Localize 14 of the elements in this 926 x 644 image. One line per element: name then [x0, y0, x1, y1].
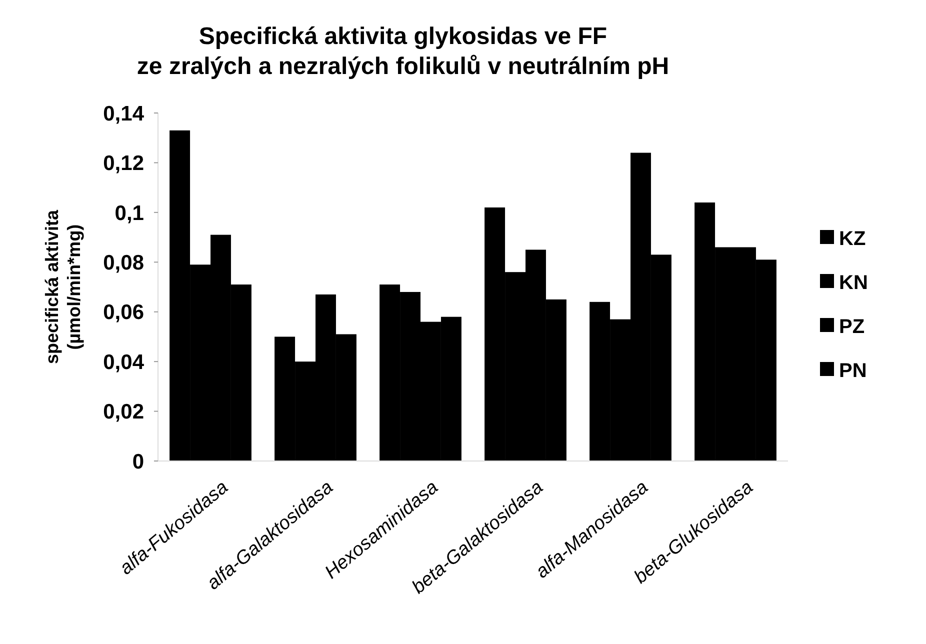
legend-label: KZ: [839, 228, 866, 250]
chart-title: Specifická aktivita glykosidas ve FF ze zralých a nezralých folikulů v neutrálním pH: [136, 23, 670, 80]
y-tick-label: 0,14: [103, 102, 144, 126]
legend-label: PZ: [839, 316, 865, 338]
legend-label: KN: [839, 272, 868, 294]
legend-label: PN: [839, 360, 867, 382]
y-axis-title: specifická aktivita (µmol/min*mg): [42, 208, 84, 364]
y-tick-label: 0: [132, 450, 144, 474]
y-tick-label: 0,08: [103, 251, 144, 274]
y-tick-label: 0,02: [103, 400, 144, 424]
y-tick-label: 0,04: [103, 350, 144, 374]
y-tick-label: 0,06: [103, 301, 144, 324]
y-tick-label: 0,12: [103, 152, 144, 176]
y-tick-label: 0,1: [114, 202, 144, 225]
